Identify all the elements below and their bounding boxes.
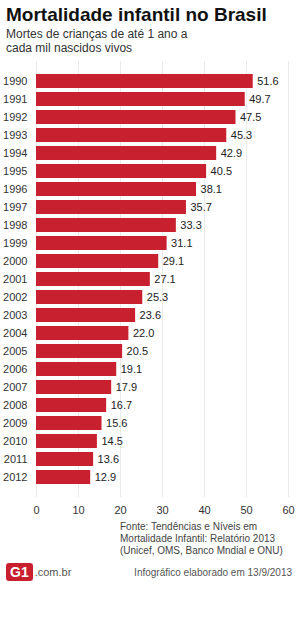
svg-text:2011: 2011 [4, 453, 28, 465]
svg-text:1997: 1997 [3, 201, 27, 213]
svg-text:1998: 1998 [3, 219, 27, 231]
svg-text:49.7: 49.7 [249, 93, 270, 105]
html-text:G1 .com.br: G1 .com.br [10, 564, 72, 580]
svg-text:14.5: 14.5 [101, 435, 122, 447]
svg-text:1995: 1995 [3, 165, 27, 177]
svg-text:20: 20 [114, 504, 126, 516]
svg-text:1990: 1990 [3, 75, 27, 87]
svg-text:0: 0 [33, 504, 39, 516]
svg-text:1992: 1992 [3, 111, 27, 123]
svg-text:2012: 2012 [3, 471, 27, 483]
svg-text:2003: 2003 [3, 309, 27, 321]
svg-text:2007: 2007 [3, 381, 27, 393]
svg-text:40.5: 40.5 [211, 165, 232, 177]
svg-text:29.1: 29.1 [163, 255, 184, 267]
svg-text:2005: 2005 [3, 345, 27, 357]
svg-text:17.9: 17.9 [116, 381, 137, 393]
svg-text:42.9: 42.9 [221, 147, 242, 159]
svg-text:1994: 1994 [3, 147, 27, 159]
svg-text:38.1: 38.1 [201, 183, 222, 195]
svg-text:47.5: 47.5 [240, 111, 261, 123]
svg-text:12.9: 12.9 [95, 471, 116, 483]
svg-text:45.3: 45.3 [231, 129, 252, 141]
svg-text:10: 10 [72, 504, 84, 516]
svg-text:1999: 1999 [3, 237, 27, 249]
html-text:Infográfico elaborado em 13/9/: Infográfico elaborado em 13/9/2013 [134, 566, 292, 578]
svg-text:50: 50 [240, 504, 252, 516]
svg-text:13.6: 13.6 [98, 453, 119, 465]
svg-text:20.5: 20.5 [127, 345, 148, 357]
svg-text:2000: 2000 [3, 255, 27, 267]
svg-text:1991: 1991 [3, 93, 27, 105]
svg-text:19.1: 19.1 [121, 363, 142, 375]
svg-text:22.0: 22.0 [133, 327, 154, 339]
svg-text:35.7: 35.7 [190, 201, 211, 213]
svg-text:16.7: 16.7 [111, 399, 132, 411]
svg-text:60: 60 [282, 504, 294, 516]
svg-text:33.3: 33.3 [180, 219, 201, 231]
svg-text:2010: 2010 [3, 435, 27, 447]
svg-text:25.3: 25.3 [147, 291, 168, 303]
html-text:Mortes de crianças de até 1 an: Mortes de crianças de até 1 ano a cada m… [6, 27, 188, 55]
svg-text:1993: 1993 [3, 129, 27, 141]
html-text:Mortalidade infantil no Brasil: Mortalidade infantil no Brasil [6, 4, 267, 25]
svg-text:1996: 1996 [3, 183, 27, 195]
svg-text:2002: 2002 [3, 291, 27, 303]
svg-text:2001: 2001 [3, 273, 27, 285]
svg-text:31.1: 31.1 [171, 237, 192, 249]
svg-text:40: 40 [198, 504, 210, 516]
svg-text:23.6: 23.6 [140, 309, 161, 321]
svg-text:30: 30 [156, 504, 168, 516]
svg-text:51.6: 51.6 [257, 75, 278, 87]
svg-text:27.1: 27.1 [154, 273, 175, 285]
svg-text:15.6: 15.6 [106, 417, 127, 429]
svg-text:2009: 2009 [3, 417, 27, 429]
svg-text:2004: 2004 [3, 327, 27, 339]
svg-text:2006: 2006 [3, 363, 27, 375]
svg-text:2008: 2008 [3, 399, 27, 411]
html-text:Fonte: Tendências e Níveis em: Fonte: Tendências e Níveis em Mortalidad… [120, 521, 283, 556]
